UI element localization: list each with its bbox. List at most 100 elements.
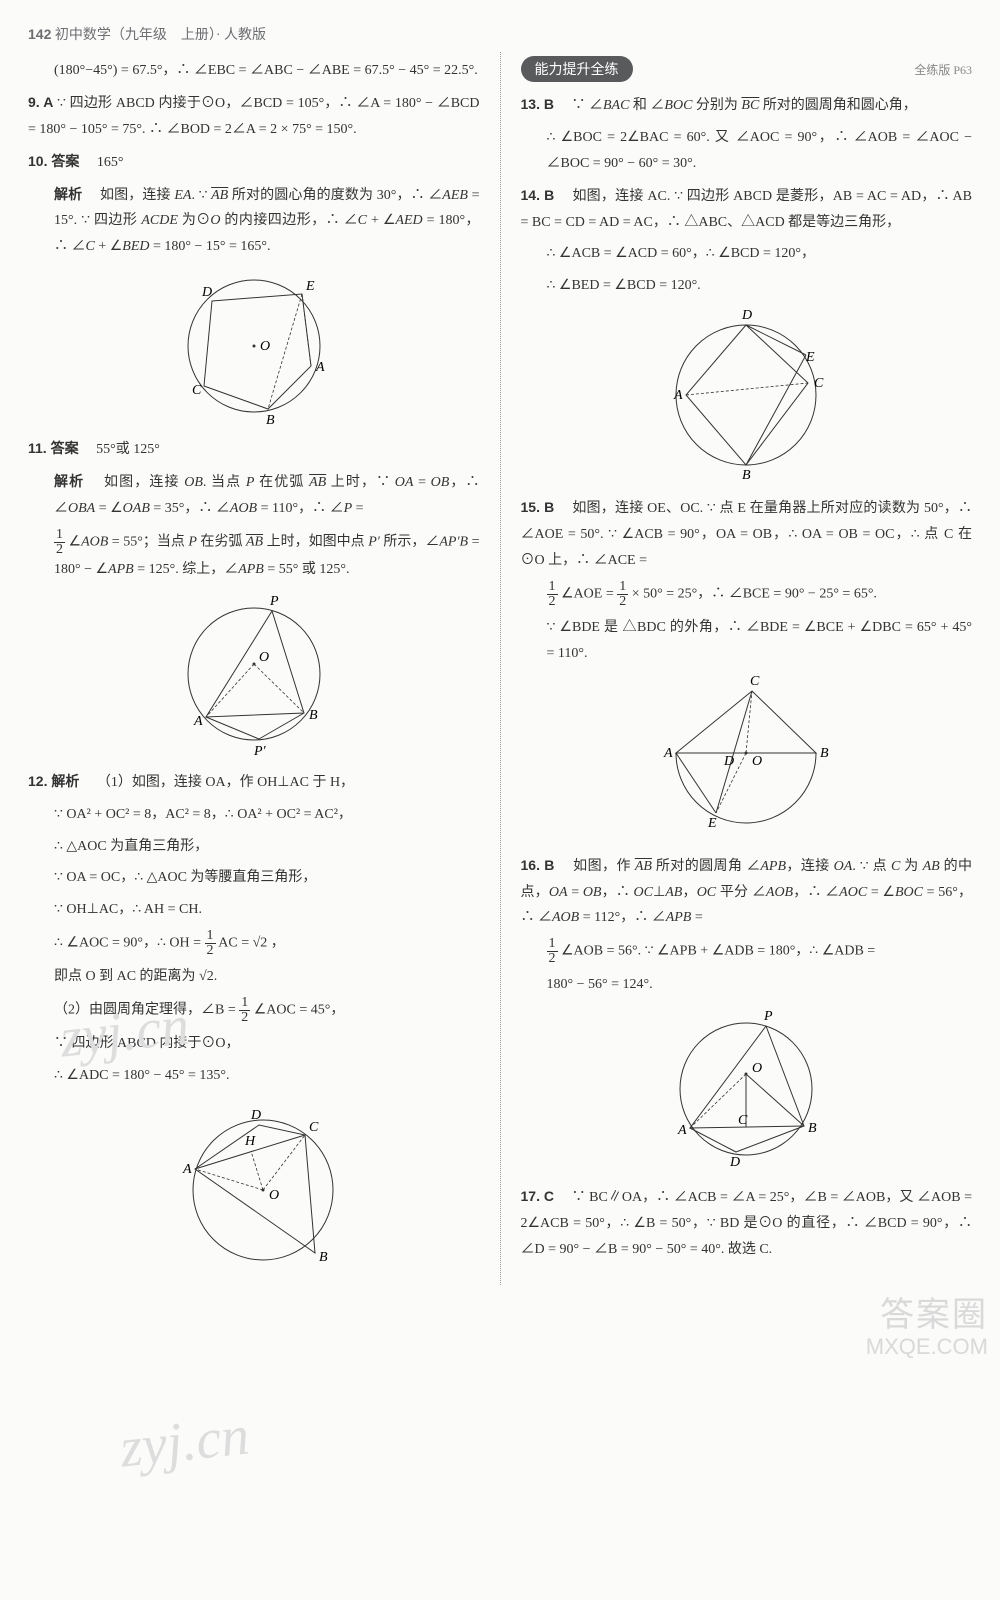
q12-p6a: ∴ ∠AOC = 90°，∴ OH = <box>54 936 201 951</box>
cont-paragraph: (180°−45°) = 67.5°，∴ ∠EBC = ∠ABC − ∠ABE … <box>28 58 480 84</box>
q10-lbl: 解析 <box>54 186 82 202</box>
q11-solution: 解析 如图，连接 OB. 当点 P 在优弧 AB 上时，∵ OA = OB，∴ … <box>28 469 480 522</box>
svg-text:E: E <box>707 816 717 831</box>
svg-text:A: A <box>663 746 673 761</box>
q9-num: 9. A <box>28 94 53 110</box>
svg-text:C: C <box>814 376 824 391</box>
svg-text:B: B <box>808 1121 817 1136</box>
q16-p1: 如图，作 AB 所对的圆周角 ∠APB，连接 OA. ∵ 点 C 为 AB 的中… <box>521 859 973 926</box>
svg-text:E: E <box>305 279 315 294</box>
q10-head: 10. 答案 165° <box>28 149 480 176</box>
q12-p4: ∵ OA = OC，∴ △AOC 为等腰直角三角形， <box>28 865 480 891</box>
q10-solution: 解析 如图，连接 EA. ∵ AB 所对的圆心角的度数为 30°，∴ ∠AEB … <box>28 182 480 261</box>
q17: 17. C ∵ BC∥OA，∴ ∠ACB = ∠A = 25°，∠B = ∠AO… <box>521 1184 973 1263</box>
svg-text:D: D <box>741 308 752 323</box>
svg-text:A: A <box>315 360 325 375</box>
q11-head: 11. 答案 55°或 125° <box>28 436 480 463</box>
figure-q16: PO AB CD <box>521 1004 973 1174</box>
svg-text:P: P <box>763 1009 773 1024</box>
svg-text:A: A <box>673 388 683 403</box>
frac-half-1: 12 <box>54 528 65 557</box>
q9-body: ∵ 四边形 ABCD 内接于⊙O，∠BCD = 105°，∴ ∠A = 180°… <box>28 96 480 137</box>
frac-half-3: 12 <box>239 996 250 1025</box>
watermark-2: zyj.cn <box>117 1403 252 1480</box>
svg-text:C: C <box>738 1113 748 1128</box>
section-ref: 全练版 P63 <box>914 61 972 78</box>
q15-num: 15. B <box>521 499 555 515</box>
svg-text:O: O <box>752 1061 762 1076</box>
section-header-row: 能力提升全练 全练版 P63 <box>521 56 973 82</box>
frac-half-2: 12 <box>205 929 216 958</box>
q10-p1: 如图，连接 EA. ∵ AB 所对的圆心角的度数为 30°，∴ ∠AEB = 1… <box>54 188 480 255</box>
q12: 12. 解析 （1）如图，连接 OA，作 OH⊥AC 于 H， <box>28 769 480 796</box>
q14: 14. B 如图，连接 AC. ∵ 四边形 ABCD 是菱形，AB = AC =… <box>521 183 973 236</box>
q11-p2-wrap: 12 ∠AOB = 55°；当点 P 在劣弧 AB 上时，如图中点 P′ 所示，… <box>28 528 480 583</box>
frac-half-4: 12 <box>547 580 558 609</box>
q11-p2: ∠AOB = 55°；当点 P 在劣弧 AB 上时，如图中点 P′ 所示，∠AP… <box>54 535 480 577</box>
q11-ans: 55°或 125° <box>96 442 160 457</box>
q12-p9: ∵ 四边形 ABCD 内接于⊙O， <box>28 1031 480 1057</box>
figure-q11: PO AB P′ <box>28 589 480 759</box>
q15-p2b: × 50° = 25°，∴ ∠BCE = 90° − 25° = 65°. <box>632 587 877 602</box>
q14-num: 14. B <box>521 187 555 203</box>
q11-p1: 如图，连接 OB. 当点 P 在优弧 AB 上时，∵ OA = OB，∴ ∠OB… <box>54 475 480 516</box>
svg-text:D: D <box>729 1155 740 1170</box>
figure-q14: DC E BA <box>521 305 973 485</box>
q15-p2a: ∠AOE = <box>561 587 614 602</box>
section-pill: 能力提升全练 <box>521 56 633 82</box>
q16: 16. B 如图，作 AB 所对的圆周角 ∠APB，连接 OA. ∵ 点 C 为… <box>521 853 973 932</box>
q13-p1: ∵ ∠BAC 和 ∠BOC 分别为 BC 所对的圆周角和圆心角， <box>571 98 916 113</box>
q10-ans: 165° <box>97 155 124 170</box>
svg-text:D: D <box>250 1108 261 1123</box>
svg-text:C: C <box>192 383 202 398</box>
svg-text:C: C <box>750 674 760 689</box>
q13: 13. B ∵ ∠BAC 和 ∠BOC 分别为 BC 所对的圆周角和圆心角， <box>521 92 973 119</box>
svg-text:A: A <box>182 1162 192 1177</box>
svg-text:P: P <box>269 594 279 609</box>
q14-p1: 如图，连接 AC. ∵ 四边形 ABCD 是菱形，AB = AC = AD，∴ … <box>521 189 973 230</box>
footer-watermark: 答案圈 MXQE.COM <box>866 1297 988 1359</box>
q15-p1: 如图，连接 OE、OC. ∵ 点 E 在量角器上所对应的读数为 50°，∴ ∠A… <box>521 501 973 568</box>
q14-p2: ∴ ∠ACB = ∠ACD = 60°，∴ ∠BCD = 120°， <box>521 241 973 267</box>
q11-num: 11. 答案 <box>28 440 79 456</box>
q13-num: 13. B <box>521 96 554 112</box>
svg-text:O: O <box>259 650 269 665</box>
q9: 9. A ∵ 四边形 ABCD 内接于⊙O，∠BCD = 105°，∴ ∠A =… <box>28 90 480 143</box>
q13-p2: ∴ ∠BOC = 2∠BAC = 60°. 又 ∠AOC = 90°，∴ ∠AO… <box>521 125 973 177</box>
q12-p6: ∴ ∠AOC = 90°，∴ OH = 12 AC = √2 ， <box>28 929 480 958</box>
q16-p2a: ∠AOB = 56°. ∵ ∠APB + ∠ADB = 180°，∴ ∠ADB … <box>561 944 875 959</box>
q12-p1: （1）如图，连接 OA，作 OH⊥AC 于 H， <box>97 775 354 790</box>
svg-text:B: B <box>319 1250 328 1265</box>
q16-num: 16. B <box>521 857 555 873</box>
figure-q10: DE AB CO <box>28 266 480 426</box>
q12-p2: ∵ OA² + OC² = 8，AC² = 8，∴ OA² + OC² = AC… <box>28 802 480 828</box>
page-title: 初中数学（九年级 上册）· 人教版 <box>55 28 266 43</box>
q16-p2b: 180° − 56° = 124°. <box>521 972 973 998</box>
q17-num: 17. C <box>521 1188 555 1204</box>
svg-text:C: C <box>309 1120 319 1135</box>
svg-text:A: A <box>193 714 203 729</box>
svg-text:O: O <box>260 339 270 354</box>
right-column: 能力提升全练 全练版 P63 13. B ∵ ∠BAC 和 ∠BOC 分别为 B… <box>521 52 973 1285</box>
footer-wm-2: MXQE.COM <box>866 1335 988 1359</box>
svg-text:D: D <box>201 285 212 300</box>
q12-p3: ∴ △AOC 为直角三角形， <box>28 834 480 860</box>
q10-num: 10. 答案 <box>28 153 79 169</box>
q12-p8: （2）由圆周角定理得，∠B = 12 ∠AOC = 45°， <box>28 996 480 1025</box>
q12-num: 12. 解析 <box>28 773 79 789</box>
q12-p7: 即点 O 到 AC 的距离为 √2. <box>28 964 480 990</box>
column-divider <box>500 52 501 1285</box>
q12-p5: ∵ OH⊥AC，∴ AH = CH. <box>28 897 480 923</box>
svg-text:E: E <box>805 350 815 365</box>
page-no: 142 <box>28 26 51 42</box>
q12-p8b: ∠AOC = 45°， <box>254 1003 345 1018</box>
frac-half-6: 12 <box>547 937 558 966</box>
frac-half-5: 12 <box>617 580 628 609</box>
q14-p3: ∴ ∠BED = ∠BCD = 120°. <box>521 273 973 299</box>
svg-text:D: D <box>723 754 734 769</box>
svg-text:B: B <box>309 708 318 723</box>
q15: 15. B 如图，连接 OE、OC. ∵ 点 E 在量角器上所对应的读数为 50… <box>521 495 973 574</box>
q12-p8a: （2）由圆周角定理得，∠B = <box>54 1003 236 1018</box>
svg-text:H: H <box>244 1134 256 1149</box>
q15-p3: ∵ ∠BDE 是 △BDC 的外角，∴ ∠BDE = ∠BCE + ∠DBC =… <box>521 615 973 667</box>
